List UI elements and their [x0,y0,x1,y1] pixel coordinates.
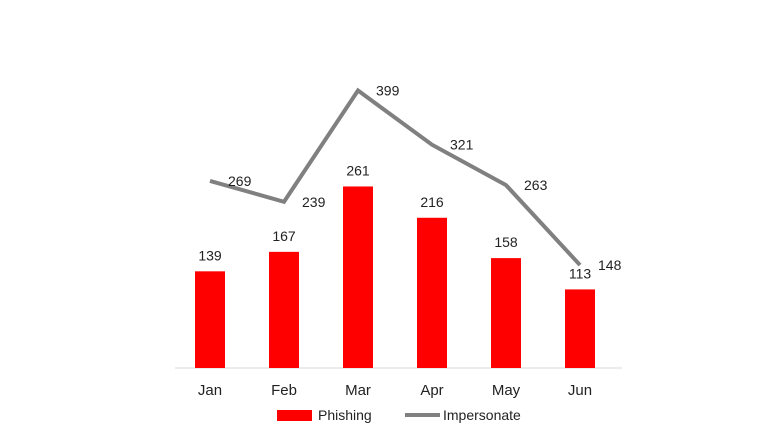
line-label-mar: 399 [376,82,400,98]
legend-label-impersonate: Impersonate [443,407,521,423]
x-tick-apr: Apr [420,382,443,399]
impersonate-line [209,87,582,267]
x-tick-may: May [492,382,521,399]
legend-label-phishing: Phishing [318,407,372,423]
bar-jun [565,289,595,368]
line-label-may: 263 [524,177,548,193]
impersonate-line-series: 269 239 399 321 263 148 [209,82,622,273]
bar-label-mar: 261 [346,162,370,178]
line-label-feb: 239 [302,194,326,210]
bar-jan [195,271,225,368]
bar-apr [417,217,447,368]
x-tick-mar: Mar [345,382,371,399]
bar-label-may: 158 [494,234,518,250]
legend: Phishing Impersonate [277,407,521,423]
bar-label-feb: 167 [272,228,296,244]
line-label-apr: 321 [450,137,474,153]
x-tick-jun: Jun [568,382,592,399]
line-label-jan: 269 [228,173,252,189]
bar-mar [343,186,373,368]
phishing-bars: 139 167 261 216 158 113 [195,162,595,368]
bar-label-jun: 113 [569,265,592,281]
x-axis-ticks: Jan Feb Mar Apr May Jun [198,382,592,399]
x-tick-feb: Feb [271,382,297,399]
bar-label-apr: 216 [420,194,444,210]
x-tick-jan: Jan [198,382,222,399]
bar-may [491,258,521,368]
bar-label-jan: 139 [198,247,222,263]
line-label-jun: 148 [598,257,622,273]
bar-feb [269,251,299,368]
legend-swatch-phishing [277,410,312,421]
